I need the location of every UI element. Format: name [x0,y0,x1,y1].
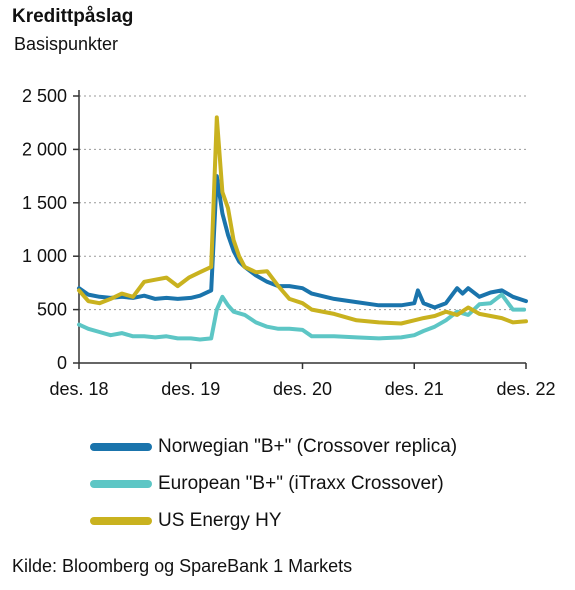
series-lines [77,115,528,342]
x-tick-label: des. 22 [496,379,555,399]
gridlines [79,95,526,311]
legend-label-european: European "B+" (iTraxx Crossover) [158,472,444,494]
legend-label-norwegian: Norwegian "B+" (Crossover replica) [158,435,458,457]
y-tick-label: 2 000 [22,139,67,159]
x-tick-label: des. 18 [49,379,108,399]
legend-item-european: European "B+" (iTraxx Crossover) [90,465,457,502]
legend-swatch-norwegian [90,442,152,451]
y-tick-label: 500 [37,300,67,320]
legend-swatch-european [90,479,152,488]
x-tick-label: des. 20 [273,379,332,399]
y-axis-ticks: 0 500 1 000 1 500 2 000 2 500 [22,86,79,373]
legend-item-norwegian: Norwegian "B+" (Crossover replica) [90,428,457,465]
x-axis-ticks: des. 18 des. 19 des. 20 des. 21 des. 22 [49,363,556,399]
x-tick-label: des. 19 [161,379,220,399]
y-tick-label: 1 500 [22,193,67,213]
legend: Norwegian "B+" (Crossover replica) Europ… [90,428,457,539]
y-tick-label: 0 [57,353,67,373]
series-line-norwegian [77,174,528,310]
y-tick-label: 1 000 [22,246,67,266]
source-note: Kilde: Bloomberg og SpareBank 1 Markets [12,556,353,576]
legend-label-us-energy: US Energy HY [158,509,282,531]
legend-item-us-energy: US Energy HY [90,502,457,539]
chart-title: Kredittpåslag [12,6,134,27]
chart-subtitle: Basispunkter [14,34,119,54]
x-tick-label: des. 21 [385,379,444,399]
series-line-us-energy [77,115,528,326]
y-tick-label: 2 500 [22,86,67,106]
legend-swatch-us-energy [90,516,152,525]
